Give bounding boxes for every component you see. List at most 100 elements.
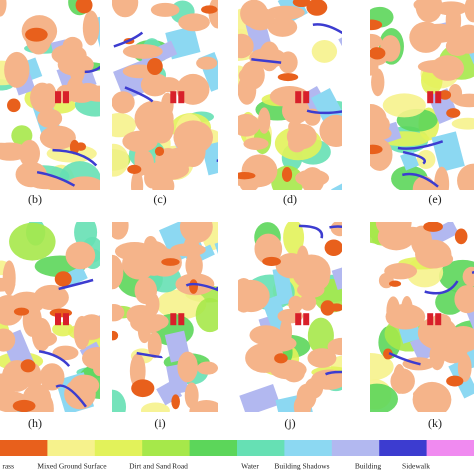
tree-region bbox=[263, 335, 297, 352]
sidewalk-line bbox=[36, 170, 76, 187]
roof-region bbox=[63, 91, 69, 104]
tree-region bbox=[4, 51, 30, 88]
grass-region bbox=[370, 144, 383, 155]
tree-region bbox=[462, 266, 474, 287]
grass-region bbox=[13, 307, 30, 316]
roof-region bbox=[63, 313, 69, 326]
tree-region bbox=[52, 345, 79, 361]
ground-region bbox=[112, 143, 129, 177]
tree-region bbox=[446, 325, 474, 353]
sidewalk-line bbox=[113, 31, 144, 48]
tree-region bbox=[240, 60, 265, 90]
legend-swatch bbox=[189, 440, 238, 456]
roof-region bbox=[427, 91, 434, 104]
legend-swatch bbox=[426, 440, 474, 456]
tree-region bbox=[112, 254, 124, 290]
sidewalk-line bbox=[55, 384, 87, 408]
roof-region bbox=[55, 313, 61, 326]
tree-region bbox=[122, 130, 158, 153]
tree-region bbox=[137, 150, 154, 176]
roof-region bbox=[295, 313, 302, 326]
grass-region bbox=[20, 359, 36, 373]
roof-region bbox=[303, 91, 310, 104]
tree-region bbox=[434, 166, 450, 190]
legend-swatch bbox=[94, 440, 143, 456]
tree-region bbox=[65, 176, 100, 190]
grass-region bbox=[69, 139, 80, 155]
tree-region bbox=[82, 10, 100, 46]
grass-region bbox=[389, 280, 402, 287]
classification-map bbox=[0, 222, 100, 412]
tree-region bbox=[28, 175, 65, 190]
grass-region bbox=[370, 19, 383, 31]
tree-region bbox=[134, 100, 174, 137]
tree-region bbox=[112, 222, 129, 240]
grass-region bbox=[454, 228, 468, 245]
sidewalk-line bbox=[329, 225, 342, 229]
ground-region bbox=[370, 383, 398, 412]
ground-region bbox=[311, 40, 338, 63]
grass-region bbox=[189, 279, 199, 294]
tree-region bbox=[299, 293, 317, 311]
tree-region bbox=[390, 368, 415, 394]
legend-swatch bbox=[0, 440, 48, 456]
legend-swatch bbox=[142, 440, 191, 456]
ground-region bbox=[112, 113, 137, 138]
grass-region bbox=[12, 399, 36, 412]
tree-region bbox=[434, 1, 468, 16]
tree-region bbox=[184, 382, 199, 409]
ground-region bbox=[112, 389, 127, 412]
tree-region bbox=[162, 147, 198, 169]
building-region bbox=[201, 138, 218, 176]
classification-map bbox=[370, 0, 474, 190]
tree-region bbox=[196, 361, 218, 375]
roof-region bbox=[170, 313, 177, 326]
tree-region bbox=[267, 17, 298, 37]
tree-region bbox=[412, 381, 452, 412]
legend-label: rass bbox=[2, 462, 14, 471]
tree-region bbox=[0, 328, 16, 352]
tree-region bbox=[65, 241, 96, 270]
tree-region bbox=[30, 82, 55, 113]
grass-region bbox=[281, 167, 293, 182]
panel-label: (b) bbox=[28, 192, 42, 206]
tree-region bbox=[297, 281, 325, 299]
tree-region bbox=[241, 154, 278, 188]
tree-region bbox=[445, 36, 470, 57]
legend-label: Dirt and Sand bbox=[129, 462, 171, 471]
tree-region bbox=[385, 303, 426, 330]
tree-region bbox=[185, 251, 203, 280]
legend-swatch bbox=[379, 440, 428, 456]
grass-region bbox=[54, 271, 72, 287]
sidewalk-line bbox=[325, 370, 342, 376]
tree-region bbox=[330, 222, 342, 237]
tree-region bbox=[377, 223, 415, 251]
legend-label: Sidewalk bbox=[402, 462, 430, 471]
sidewalk-line bbox=[136, 351, 163, 359]
tree-region bbox=[122, 44, 163, 59]
sidewalk-line bbox=[402, 150, 426, 165]
tree-region bbox=[19, 139, 41, 168]
sidewalk-line bbox=[84, 65, 100, 74]
classification-map bbox=[238, 222, 342, 412]
ground-region bbox=[283, 222, 305, 255]
tree-region bbox=[288, 120, 302, 134]
tree-region bbox=[415, 0, 443, 23]
tree-region bbox=[304, 377, 324, 399]
tree-region bbox=[295, 169, 330, 187]
ground-region bbox=[438, 259, 474, 293]
ground-region bbox=[416, 149, 436, 169]
grass-region bbox=[277, 73, 299, 82]
grass-region bbox=[423, 222, 443, 232]
tree-region bbox=[452, 93, 474, 108]
ground-region bbox=[140, 402, 170, 412]
ground-region bbox=[451, 117, 474, 130]
panel-label: (i) bbox=[154, 416, 165, 430]
legend-swatch bbox=[47, 440, 96, 456]
tree-region bbox=[384, 262, 418, 280]
classification-map bbox=[370, 222, 474, 412]
tree-region bbox=[370, 112, 390, 137]
tree-region bbox=[170, 243, 206, 257]
panel-label: (h) bbox=[28, 416, 42, 430]
tree-region bbox=[258, 347, 276, 371]
